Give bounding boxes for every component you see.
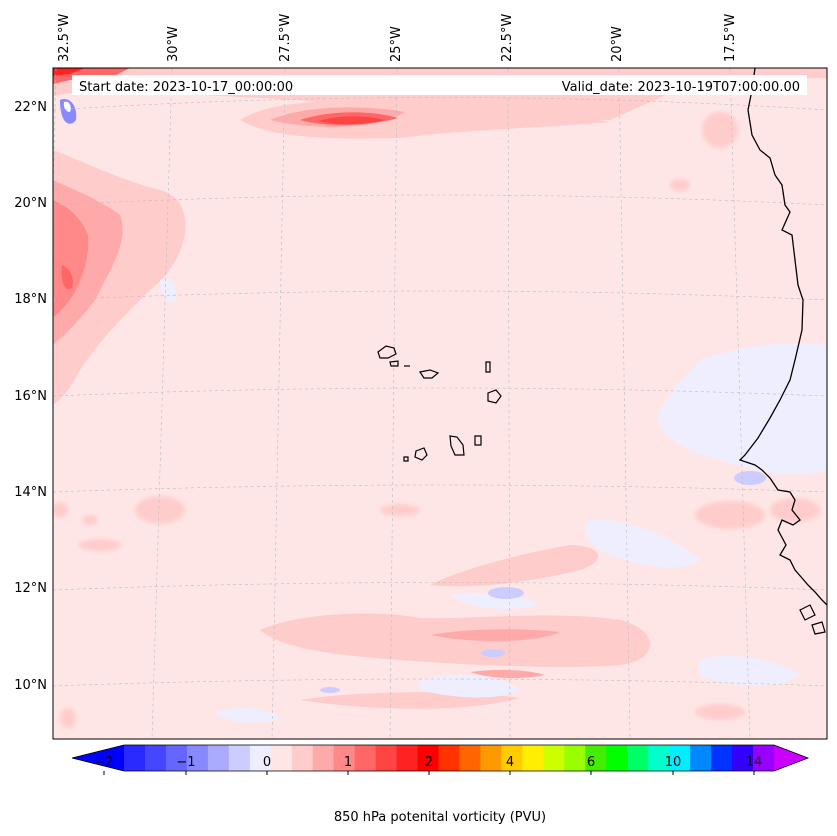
island-santo-antao bbox=[377, 345, 397, 359]
colorbar bbox=[71, 744, 810, 775]
lon-label-17.5w: 17.5°W bbox=[723, 14, 738, 62]
colorbar-outline bbox=[71, 744, 810, 772]
colorbar-segment bbox=[438, 745, 460, 771]
colorbar-segment bbox=[396, 745, 419, 771]
colorbar-segment bbox=[124, 745, 146, 771]
colorbar-segment bbox=[144, 745, 167, 771]
island-boa-vista bbox=[487, 389, 502, 404]
graticule bbox=[53, 68, 827, 739]
cb-tick-label: −2 bbox=[94, 755, 113, 770]
colorbar-segment bbox=[627, 745, 649, 771]
colorbar-segment bbox=[522, 745, 544, 771]
lon-label-27.5w: 27.5°W bbox=[278, 14, 293, 62]
colorbar-segment bbox=[480, 745, 502, 771]
pv-contour-north-corner-core bbox=[53, 68, 85, 76]
island-brava bbox=[403, 456, 409, 462]
map-frame bbox=[52, 67, 828, 740]
lat-label-16n: 16°N bbox=[14, 389, 47, 404]
colorbar-segment bbox=[270, 745, 293, 771]
colorbar-segment bbox=[165, 745, 188, 771]
colorbar-segment bbox=[669, 745, 691, 771]
latitude-labels: 22°N 20°N 18°N 16°N 14°N 12°N 10°N bbox=[14, 100, 47, 693]
colorbar-segment bbox=[459, 745, 481, 771]
pv-contour-west-plume-core bbox=[61, 265, 73, 290]
colorbar-segment bbox=[753, 745, 775, 771]
cb-tick-label: 0 bbox=[263, 755, 271, 770]
colorbar-segment bbox=[564, 745, 586, 771]
lon-label-32.5w: 32.5°W bbox=[57, 14, 72, 62]
lat-label-18n: 18°N bbox=[14, 292, 47, 307]
colorbar-segment bbox=[207, 745, 230, 771]
colorbar-segment bbox=[690, 745, 712, 771]
lon-label-22.5w: 22.5°W bbox=[500, 14, 515, 62]
colorbar-tick-labels: −2 −1 0 1 2 4 6 10 14 bbox=[94, 755, 762, 770]
island-fogo bbox=[414, 447, 428, 461]
lon-label-20w: 20°W bbox=[610, 26, 625, 62]
island-sao-nicolau bbox=[419, 369, 440, 379]
colorbar-title: 850 hPa potenital vorticity (PVU) bbox=[334, 810, 546, 825]
cb-tick-label: 2 bbox=[425, 755, 433, 770]
lat-label-20n: 20°N bbox=[14, 196, 47, 211]
date-header-box bbox=[72, 75, 807, 95]
pv-negative-areas bbox=[160, 278, 827, 723]
pv-contour-west-plume-inner bbox=[53, 200, 89, 318]
pv-contour-south-band-2-mid bbox=[430, 629, 560, 642]
colorbar-segment bbox=[354, 745, 377, 771]
start-date-label: Start date: 2023-10-17_00:00:00 bbox=[79, 80, 293, 95]
colorbar-segment bbox=[501, 745, 523, 771]
pv-contour-south-band-1 bbox=[430, 545, 599, 587]
bijagos-islands bbox=[799, 604, 826, 635]
cb-tick-label: 14 bbox=[746, 755, 763, 770]
colorbar-segment bbox=[648, 745, 670, 771]
pv-contour-22n-core bbox=[318, 116, 385, 125]
island-sao-vicente bbox=[389, 360, 399, 367]
colorbar-segment bbox=[249, 745, 272, 771]
west-africa-coastline bbox=[738, 68, 827, 606]
colorbar-segment bbox=[543, 745, 565, 771]
colorbar-extend-min bbox=[72, 745, 124, 771]
pv-scattered-patches bbox=[53, 112, 820, 728]
map-area bbox=[53, 68, 827, 739]
lat-label-22n: 22°N bbox=[14, 100, 47, 115]
lat-label-12n: 12°N bbox=[14, 581, 47, 596]
colorbar-segment bbox=[375, 745, 398, 771]
pv-contour-south-band-3 bbox=[470, 669, 545, 679]
cape-verde-islands bbox=[377, 345, 502, 462]
colorbar-segment bbox=[312, 745, 335, 771]
cb-tick-label: −1 bbox=[176, 755, 195, 770]
island-maio bbox=[474, 435, 482, 446]
island-santiago bbox=[449, 435, 465, 456]
lat-label-10n: 10°N bbox=[14, 678, 47, 693]
colorbar-segment bbox=[333, 745, 356, 771]
lat-label-14n: 14°N bbox=[14, 485, 47, 500]
colorbar-extend-max bbox=[774, 745, 808, 771]
cb-tick-label: 6 bbox=[587, 755, 595, 770]
colorbar-segment bbox=[186, 745, 209, 771]
island-sal bbox=[485, 361, 491, 373]
valid-date-label: Valid_date: 2023-10-19T07:00:00.00 bbox=[562, 80, 800, 95]
lon-label-25w: 25°W bbox=[389, 26, 404, 62]
colorbar-segment bbox=[732, 745, 754, 771]
lon-label-30w: 30°W bbox=[166, 26, 181, 62]
cb-tick-label: 1 bbox=[344, 755, 352, 770]
pv-negative-cores bbox=[320, 471, 766, 693]
colorbar-segment bbox=[417, 745, 440, 771]
colorbar-segment bbox=[291, 745, 314, 771]
cb-tick-label: 10 bbox=[665, 755, 682, 770]
colorbar-segment bbox=[585, 745, 607, 771]
colorbar-segment bbox=[228, 745, 251, 771]
longitude-labels: 32.5°W 30°W 27.5°W 25°W 22.5°W 20°W 17.5… bbox=[57, 14, 738, 62]
cb-tick-label: 4 bbox=[506, 755, 514, 770]
colorbar-segment bbox=[711, 745, 733, 771]
colorbar-segment bbox=[606, 745, 628, 771]
pv-contour-south-band-2 bbox=[260, 613, 650, 668]
